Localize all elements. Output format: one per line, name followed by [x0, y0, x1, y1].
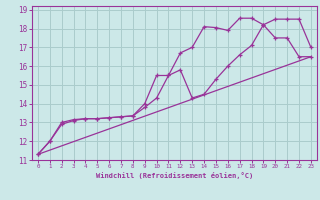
X-axis label: Windchill (Refroidissement éolien,°C): Windchill (Refroidissement éolien,°C): [96, 172, 253, 179]
